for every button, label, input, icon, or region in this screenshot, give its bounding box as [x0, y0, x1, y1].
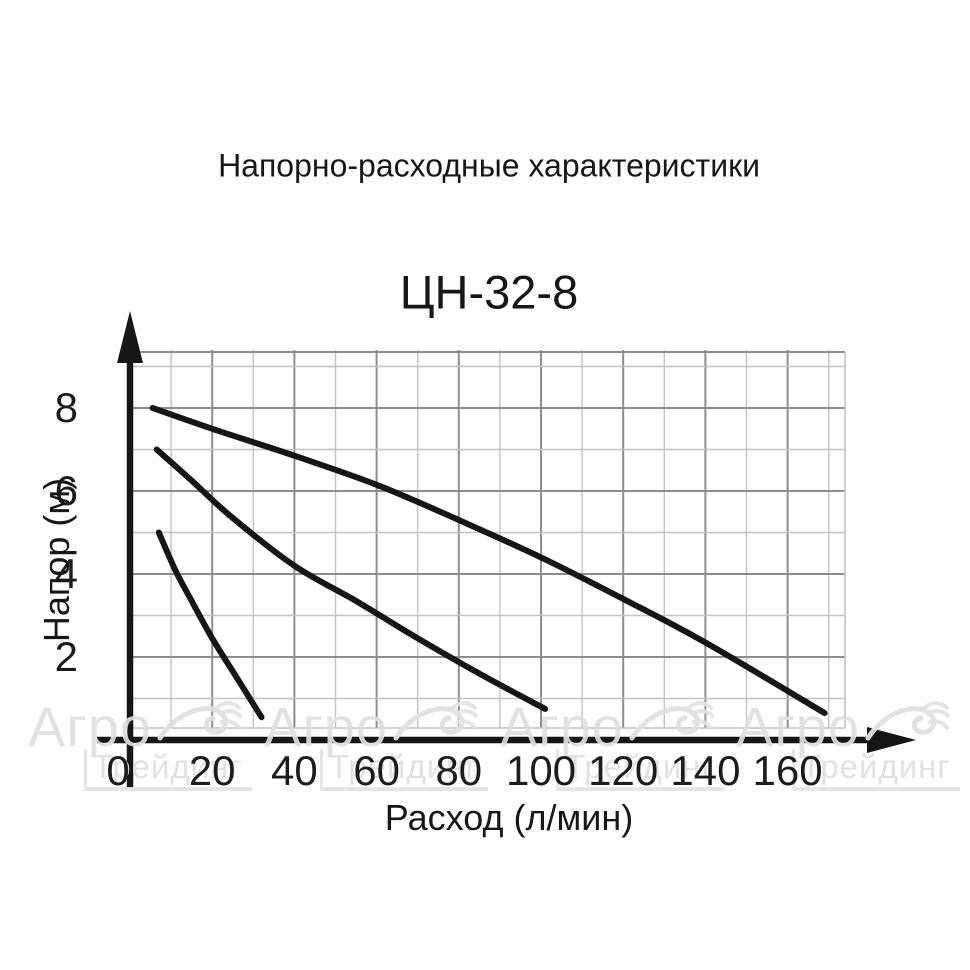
y-axis — [117, 311, 143, 788]
x-tick-label: 120 — [588, 747, 659, 794]
y-tick-label: 6 — [54, 467, 78, 514]
x-tick-label: 100 — [505, 747, 577, 794]
curve-upper — [149, 405, 828, 716]
x-tick-label: 80 — [435, 747, 483, 794]
grid — [130, 350, 846, 729]
y-tick-label: 4 — [54, 550, 78, 597]
x-tick-label: 60 — [353, 747, 400, 794]
pump-model-title: ЦН-32-8 — [399, 265, 579, 319]
x-tick-label: 160 — [752, 747, 823, 794]
curve-middle — [153, 446, 549, 712]
x-tick-label: 140 — [670, 747, 741, 794]
x-tick-label: 0 — [106, 747, 130, 794]
y-tick-label: 2 — [54, 633, 78, 680]
x-tick-label: 20 — [188, 747, 236, 794]
x-tick-label: 40 — [271, 747, 318, 794]
y-tick-label: 8 — [54, 384, 78, 431]
y-axis-label: Напор (м) — [36, 477, 77, 643]
x-axis-label: Расход (л/мин) — [384, 797, 634, 838]
figure-title: Напорно-расходные характеристики — [218, 147, 760, 184]
curve-lower — [155, 529, 265, 721]
